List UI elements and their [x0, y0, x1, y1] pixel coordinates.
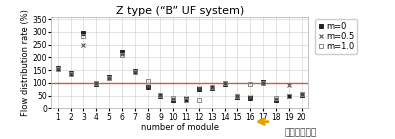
X-axis label: number of module: number of module [141, 123, 219, 132]
Legend: m=0, m=0.5, m=1.0: m=0, m=0.5, m=1.0 [315, 19, 357, 54]
Title: Z type (“B” UF system): Z type (“B” UF system) [116, 6, 244, 16]
Text: 원수유입방향: 원수유입방향 [284, 128, 317, 137]
Y-axis label: Flow distribution rate (%): Flow distribution rate (%) [21, 9, 30, 116]
